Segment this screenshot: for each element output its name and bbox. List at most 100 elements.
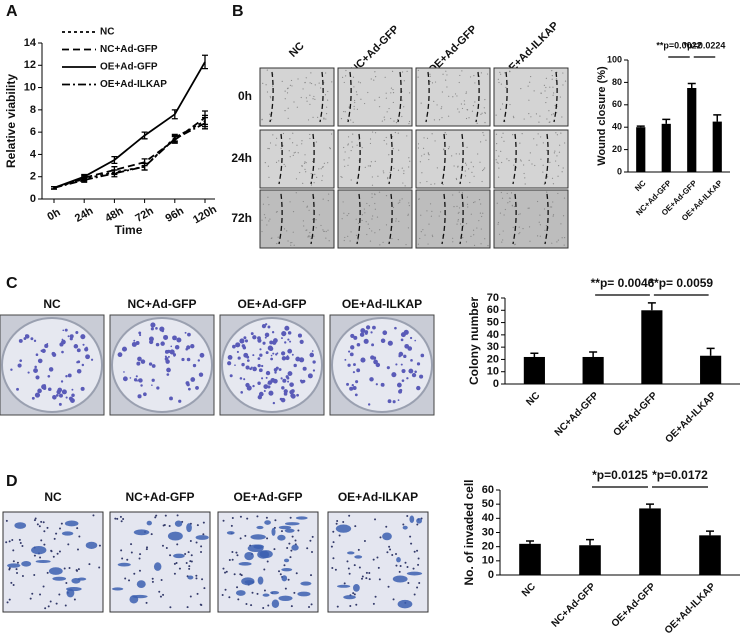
texture-dot <box>341 76 344 78</box>
x-tick-label: NC+Ad-GFP <box>553 390 602 439</box>
wound-image <box>415 129 491 189</box>
texture-dot <box>561 116 563 118</box>
colony-dot <box>353 363 356 366</box>
texture-dot <box>388 154 390 156</box>
texture-dot <box>455 153 457 155</box>
colony-dot <box>244 339 249 343</box>
colony-dot <box>263 384 269 389</box>
colony-dot <box>407 346 413 351</box>
texture-dot <box>468 168 470 170</box>
texture-dot <box>320 168 322 170</box>
colony-dot <box>364 330 369 334</box>
colony-dot <box>187 387 191 391</box>
colony-dot <box>382 330 388 336</box>
texture-dot <box>452 241 454 243</box>
texture-dot <box>383 116 385 118</box>
y-axis-label: Colony number <box>467 297 481 385</box>
colony-dot <box>281 337 283 340</box>
texture-dot <box>341 176 343 178</box>
colony-dot <box>350 333 355 338</box>
colony-dot <box>403 354 407 359</box>
colony-dot <box>33 368 38 373</box>
colony-dot <box>52 352 57 357</box>
texture-dot <box>551 75 553 77</box>
texture-dot <box>457 165 459 167</box>
texture-dot <box>543 208 546 210</box>
pore-dot <box>348 514 351 517</box>
pore-dot <box>39 593 42 596</box>
texture-dot <box>307 119 310 121</box>
pore-dot <box>407 582 410 585</box>
cell <box>48 567 63 575</box>
texture-dot <box>506 158 508 160</box>
texture-dot <box>500 150 502 152</box>
texture-dot <box>538 121 540 123</box>
colony-dot <box>258 391 264 397</box>
pore-dot <box>49 600 52 603</box>
pore-dot <box>133 572 136 575</box>
texture-dot <box>456 95 458 97</box>
texture-dot <box>546 176 549 178</box>
colony-dot <box>174 344 180 350</box>
colony-dot <box>287 371 293 377</box>
panel-letter: B <box>232 3 244 20</box>
wound-edge <box>388 133 393 185</box>
texture-dot <box>497 176 500 178</box>
colony-dot <box>283 391 288 396</box>
texture-dot <box>558 165 560 167</box>
pore-dot <box>199 603 202 606</box>
texture-dot <box>289 84 291 86</box>
pore-dot <box>222 519 225 522</box>
colony-dot <box>67 335 70 338</box>
texture-dot <box>458 153 461 155</box>
texture-dot <box>551 114 553 116</box>
colony-dot <box>289 382 294 387</box>
texture-dot <box>323 230 325 233</box>
texture-dot <box>365 221 367 223</box>
pore-dot <box>310 603 313 606</box>
cell <box>291 544 299 551</box>
texture-dot <box>321 179 323 182</box>
y-tick-label: 0 <box>617 166 622 176</box>
texture-dot <box>378 96 380 98</box>
texture-dot <box>327 162 329 164</box>
x-tick-label: NC <box>524 390 542 408</box>
pore-dot <box>29 597 32 600</box>
pore-dot <box>280 530 283 533</box>
pore-dot <box>176 514 179 517</box>
texture-dot <box>371 184 374 186</box>
annotation: *p=0.0172 <box>652 468 708 482</box>
cell <box>117 562 131 567</box>
x-tick-label: 0h <box>45 206 62 223</box>
texture-dot <box>328 193 330 195</box>
texture-dot <box>406 135 408 137</box>
wound-image <box>493 129 569 189</box>
texture-dot <box>443 149 445 151</box>
colony-dot <box>82 343 85 346</box>
texture-dot <box>552 215 554 217</box>
texture-dot <box>446 86 448 88</box>
pore-dot <box>231 517 234 520</box>
pore-dot <box>19 541 22 544</box>
error-bar <box>713 114 722 122</box>
column-label: NC <box>43 297 61 311</box>
pore-dot <box>120 549 123 552</box>
texture-dot <box>551 70 553 72</box>
cell <box>77 577 87 581</box>
colony-dot <box>410 359 413 362</box>
colony-dot <box>291 353 294 356</box>
wound-edge <box>459 193 464 245</box>
colony-dot <box>34 392 41 398</box>
texture-dot <box>292 210 295 213</box>
texture-dot <box>264 162 266 164</box>
pore-dot <box>262 607 265 610</box>
colony-dot <box>271 331 275 334</box>
colony-dot <box>167 355 170 358</box>
texture-dot <box>431 133 433 135</box>
texture-dot <box>331 81 333 83</box>
pore-dot <box>360 577 363 580</box>
colony-dot <box>350 345 355 350</box>
colony-dot <box>235 342 241 348</box>
texture-dot <box>309 137 311 140</box>
pore-dot <box>130 551 133 554</box>
